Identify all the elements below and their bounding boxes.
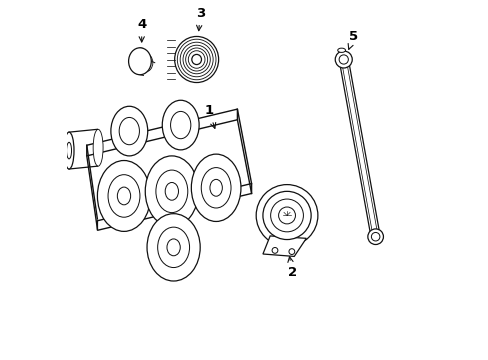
- Ellipse shape: [97, 161, 150, 231]
- Ellipse shape: [145, 156, 198, 227]
- Text: 5: 5: [347, 30, 358, 49]
- Ellipse shape: [93, 129, 103, 166]
- Ellipse shape: [191, 54, 201, 64]
- Circle shape: [263, 192, 310, 239]
- Ellipse shape: [128, 48, 151, 75]
- Polygon shape: [339, 59, 379, 238]
- Text: 1: 1: [204, 104, 215, 128]
- Ellipse shape: [174, 36, 218, 82]
- Circle shape: [367, 229, 383, 244]
- Circle shape: [288, 249, 294, 255]
- Ellipse shape: [337, 48, 345, 53]
- Polygon shape: [97, 184, 251, 230]
- Ellipse shape: [147, 214, 200, 281]
- Ellipse shape: [137, 53, 153, 72]
- Text: 4: 4: [137, 18, 146, 42]
- Polygon shape: [263, 236, 305, 256]
- Ellipse shape: [191, 154, 241, 221]
- Ellipse shape: [162, 100, 199, 150]
- Circle shape: [271, 248, 277, 253]
- Text: 2: 2: [287, 257, 296, 279]
- Polygon shape: [86, 109, 237, 156]
- Ellipse shape: [64, 132, 74, 169]
- Text: 3: 3: [195, 7, 204, 31]
- Ellipse shape: [111, 106, 147, 156]
- Circle shape: [256, 185, 317, 246]
- Circle shape: [335, 51, 351, 68]
